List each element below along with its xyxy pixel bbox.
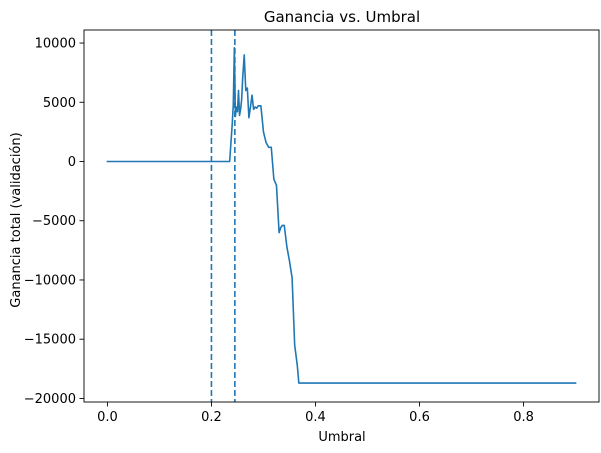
x-tick-label: 0.4 [305, 410, 326, 425]
x-tick-label: 0.6 [409, 410, 430, 425]
y-tick-label: 0 [68, 155, 76, 170]
x-tick-label: 0.0 [97, 410, 118, 425]
y-tick-label: −10000 [24, 273, 76, 288]
series-line-1 [106, 46, 577, 384]
series-layer [106, 46, 577, 384]
y-tick-label: 5000 [43, 96, 76, 111]
y-tick-label: −5000 [32, 214, 76, 229]
y-tick-label: −20000 [24, 392, 76, 407]
x-axis-label: Umbral [318, 430, 365, 445]
x-tick-label: 0.2 [201, 410, 222, 425]
vertical-reference-lines [210, 30, 236, 402]
y-axis-label: Ganancia total (validación) [9, 132, 24, 307]
plot-background [84, 30, 599, 402]
axes-frame [83, 29, 600, 403]
chart-title: Ganancia vs. Umbral [264, 8, 420, 26]
plot-area [84, 30, 599, 402]
y-tick-label: −15000 [24, 333, 76, 348]
x-tick-label: 0.8 [513, 410, 534, 425]
axes: 0.0 0.2 0.4 0.6 0.8 10000 5000 0 −5000 −10000 −150… [24, 29, 600, 425]
y-tick-label: 10000 [35, 37, 76, 52]
